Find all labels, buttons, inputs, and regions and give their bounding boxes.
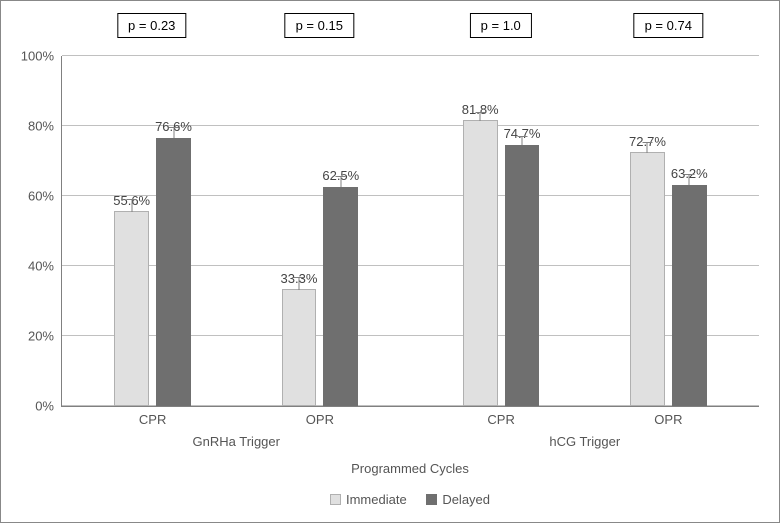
ytick-0: 0% xyxy=(35,399,62,414)
chart-container: p = 0.23 p = 0.15 p = 1.0 p = 0.74 0% 20… xyxy=(0,0,780,523)
legend-item-delayed: Delayed xyxy=(426,492,490,507)
xgroup-0: GnRHa Trigger xyxy=(193,434,280,449)
plot-area: 0% 20% 40% 60% 80% 100% 55.6% 76.6% xyxy=(61,56,759,407)
xcat-0: CPR xyxy=(139,412,166,427)
error-bar-delayed-2 xyxy=(522,137,523,145)
xcat-1: OPR xyxy=(306,412,334,427)
ytick-40: 40% xyxy=(28,259,62,274)
legend-swatch-immediate xyxy=(330,494,341,505)
error-bar-delayed-0 xyxy=(173,128,174,138)
pvalue-box-0: p = 0.23 xyxy=(117,13,186,38)
error-cap-immediate-3 xyxy=(642,142,652,143)
pvalue-box-2: p = 1.0 xyxy=(470,13,532,38)
xaxis-title: Programmed Cycles xyxy=(61,461,759,476)
xgroup-1: hCG Trigger xyxy=(549,434,620,449)
error-bar-delayed-3 xyxy=(689,175,690,185)
pvalue-box-1: p = 0.15 xyxy=(285,13,354,38)
legend-label-immediate: Immediate xyxy=(346,492,407,507)
bar-delayed-3: 63.2% xyxy=(672,185,707,406)
error-bar-delayed-1 xyxy=(340,177,341,187)
error-cap-immediate-2 xyxy=(475,112,485,113)
error-cap-delayed-0 xyxy=(169,127,179,128)
legend: Immediate Delayed xyxy=(61,492,759,508)
bar-delayed-2: 74.7% xyxy=(505,145,540,406)
error-cap-delayed-2 xyxy=(517,136,527,137)
ytick-100: 100% xyxy=(21,49,62,64)
pvalue-box-3: p = 0.74 xyxy=(634,13,703,38)
error-cap-delayed-1 xyxy=(336,176,346,177)
ytick-20: 20% xyxy=(28,329,62,344)
ytick-60: 60% xyxy=(28,189,62,204)
bar-delayed-0: 76.6% xyxy=(156,138,191,406)
bar-immediate-0: 55.6% xyxy=(114,211,149,406)
error-bar-immediate-3 xyxy=(647,143,648,153)
error-cap-immediate-1 xyxy=(294,277,304,278)
pvalue-row: p = 0.23 p = 0.15 p = 1.0 p = 0.74 xyxy=(61,13,759,43)
legend-item-immediate: Immediate xyxy=(330,492,407,507)
bar-delayed-1: 62.5% xyxy=(323,187,358,406)
bar-immediate-1: 33.3% xyxy=(282,289,317,406)
ytick-80: 80% xyxy=(28,119,62,134)
error-bar-immediate-0 xyxy=(131,200,132,212)
error-cap-immediate-0 xyxy=(127,199,137,200)
xcat-2: CPR xyxy=(487,412,514,427)
xcat-3: OPR xyxy=(654,412,682,427)
error-bar-immediate-1 xyxy=(298,278,299,290)
error-cap-delayed-3 xyxy=(684,174,694,175)
error-bar-immediate-2 xyxy=(480,113,481,121)
legend-label-delayed: Delayed xyxy=(442,492,490,507)
bar-immediate-2: 81.8% xyxy=(463,120,498,406)
legend-swatch-delayed xyxy=(426,494,437,505)
bars-layer: 55.6% 76.6% 33.3% 62.5% 81.8% 7 xyxy=(62,56,759,406)
bar-immediate-3: 72.7% xyxy=(630,152,665,406)
